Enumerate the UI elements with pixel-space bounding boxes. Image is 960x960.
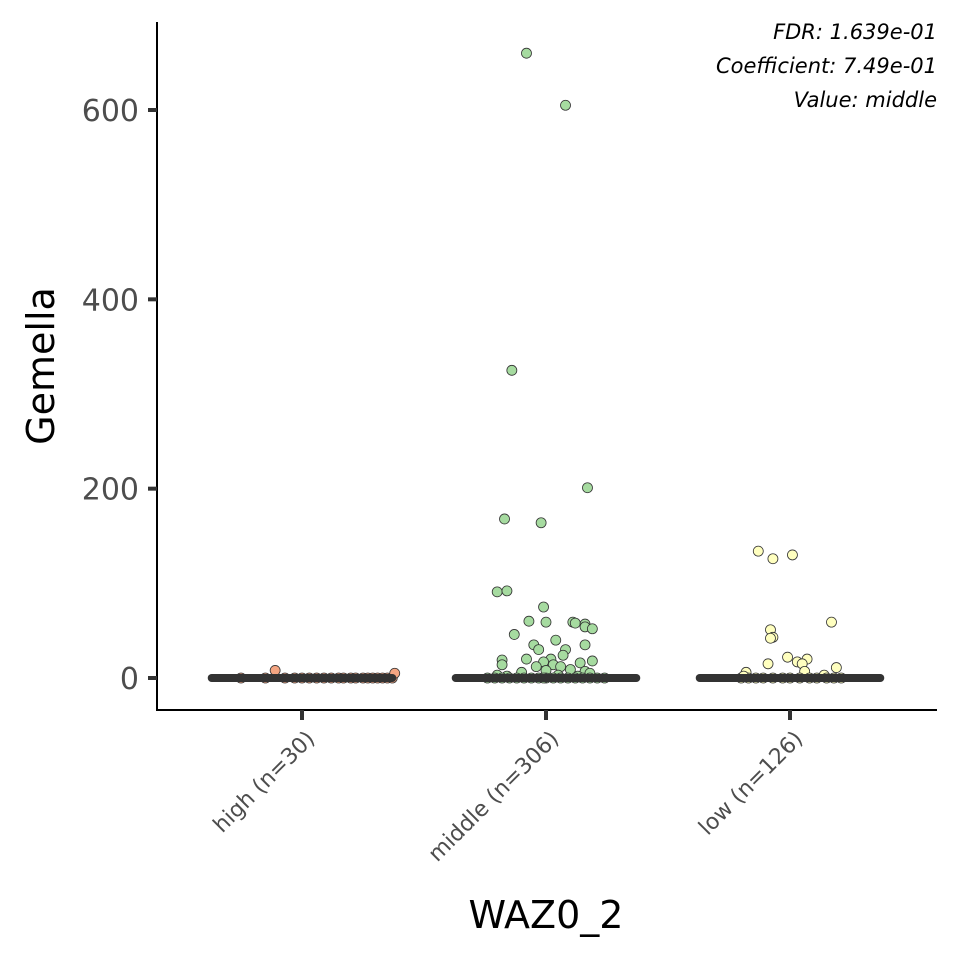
data-point <box>269 665 281 676</box>
x-tick-label: low (n=126) <box>694 727 808 841</box>
data-point <box>550 634 562 646</box>
y-ticks: 0 200 400 600 <box>82 94 157 697</box>
data-point <box>752 545 764 557</box>
data-point <box>586 623 598 635</box>
annotation-fdr: FDR: 1.639e-01 <box>773 20 937 44</box>
data-point <box>782 651 793 663</box>
data-point <box>491 586 503 598</box>
data-point <box>560 99 571 111</box>
data-point <box>579 639 591 651</box>
series-group <box>735 545 847 684</box>
y-tick-label: 0 <box>120 662 139 697</box>
annotation-value: Value: middle <box>794 88 937 112</box>
data-point <box>569 617 581 629</box>
data-point <box>535 517 547 529</box>
data-point <box>762 658 774 670</box>
data-point <box>521 47 532 59</box>
series-group <box>482 47 610 684</box>
y-tick-label: 200 <box>82 473 139 508</box>
data-point <box>530 661 542 673</box>
data-point <box>506 364 518 376</box>
data-point <box>826 616 837 628</box>
y-tick-label: 400 <box>82 283 139 318</box>
data-point <box>767 553 779 565</box>
data-point <box>521 653 532 665</box>
data-point <box>574 657 586 669</box>
data-point <box>538 601 549 613</box>
y-tick-label: 600 <box>82 94 139 129</box>
x-tick-label: high (n=30) <box>209 727 320 838</box>
data-point <box>533 644 545 655</box>
data-point <box>830 662 842 673</box>
y-axis-title: Gemella <box>19 287 63 445</box>
data-point <box>523 615 535 627</box>
data-point <box>582 482 593 494</box>
data-point <box>508 629 520 640</box>
data-point <box>586 655 598 667</box>
data-point <box>557 649 569 661</box>
data-point <box>499 513 510 525</box>
data-point <box>501 585 513 597</box>
data-point <box>765 632 776 644</box>
annotation-coefficient: Coefficient: 7.49e-01 <box>716 54 937 78</box>
x-tick-label: middle (n=306) <box>424 727 564 867</box>
plot-area <box>207 47 885 684</box>
x-axis-title: WAZ0_2 <box>469 893 624 937</box>
x-ticks: high (n=30) middle (n=306) low (n=126) <box>209 710 808 867</box>
data-point <box>787 549 798 561</box>
data-point <box>540 616 552 628</box>
data-point <box>496 659 508 671</box>
